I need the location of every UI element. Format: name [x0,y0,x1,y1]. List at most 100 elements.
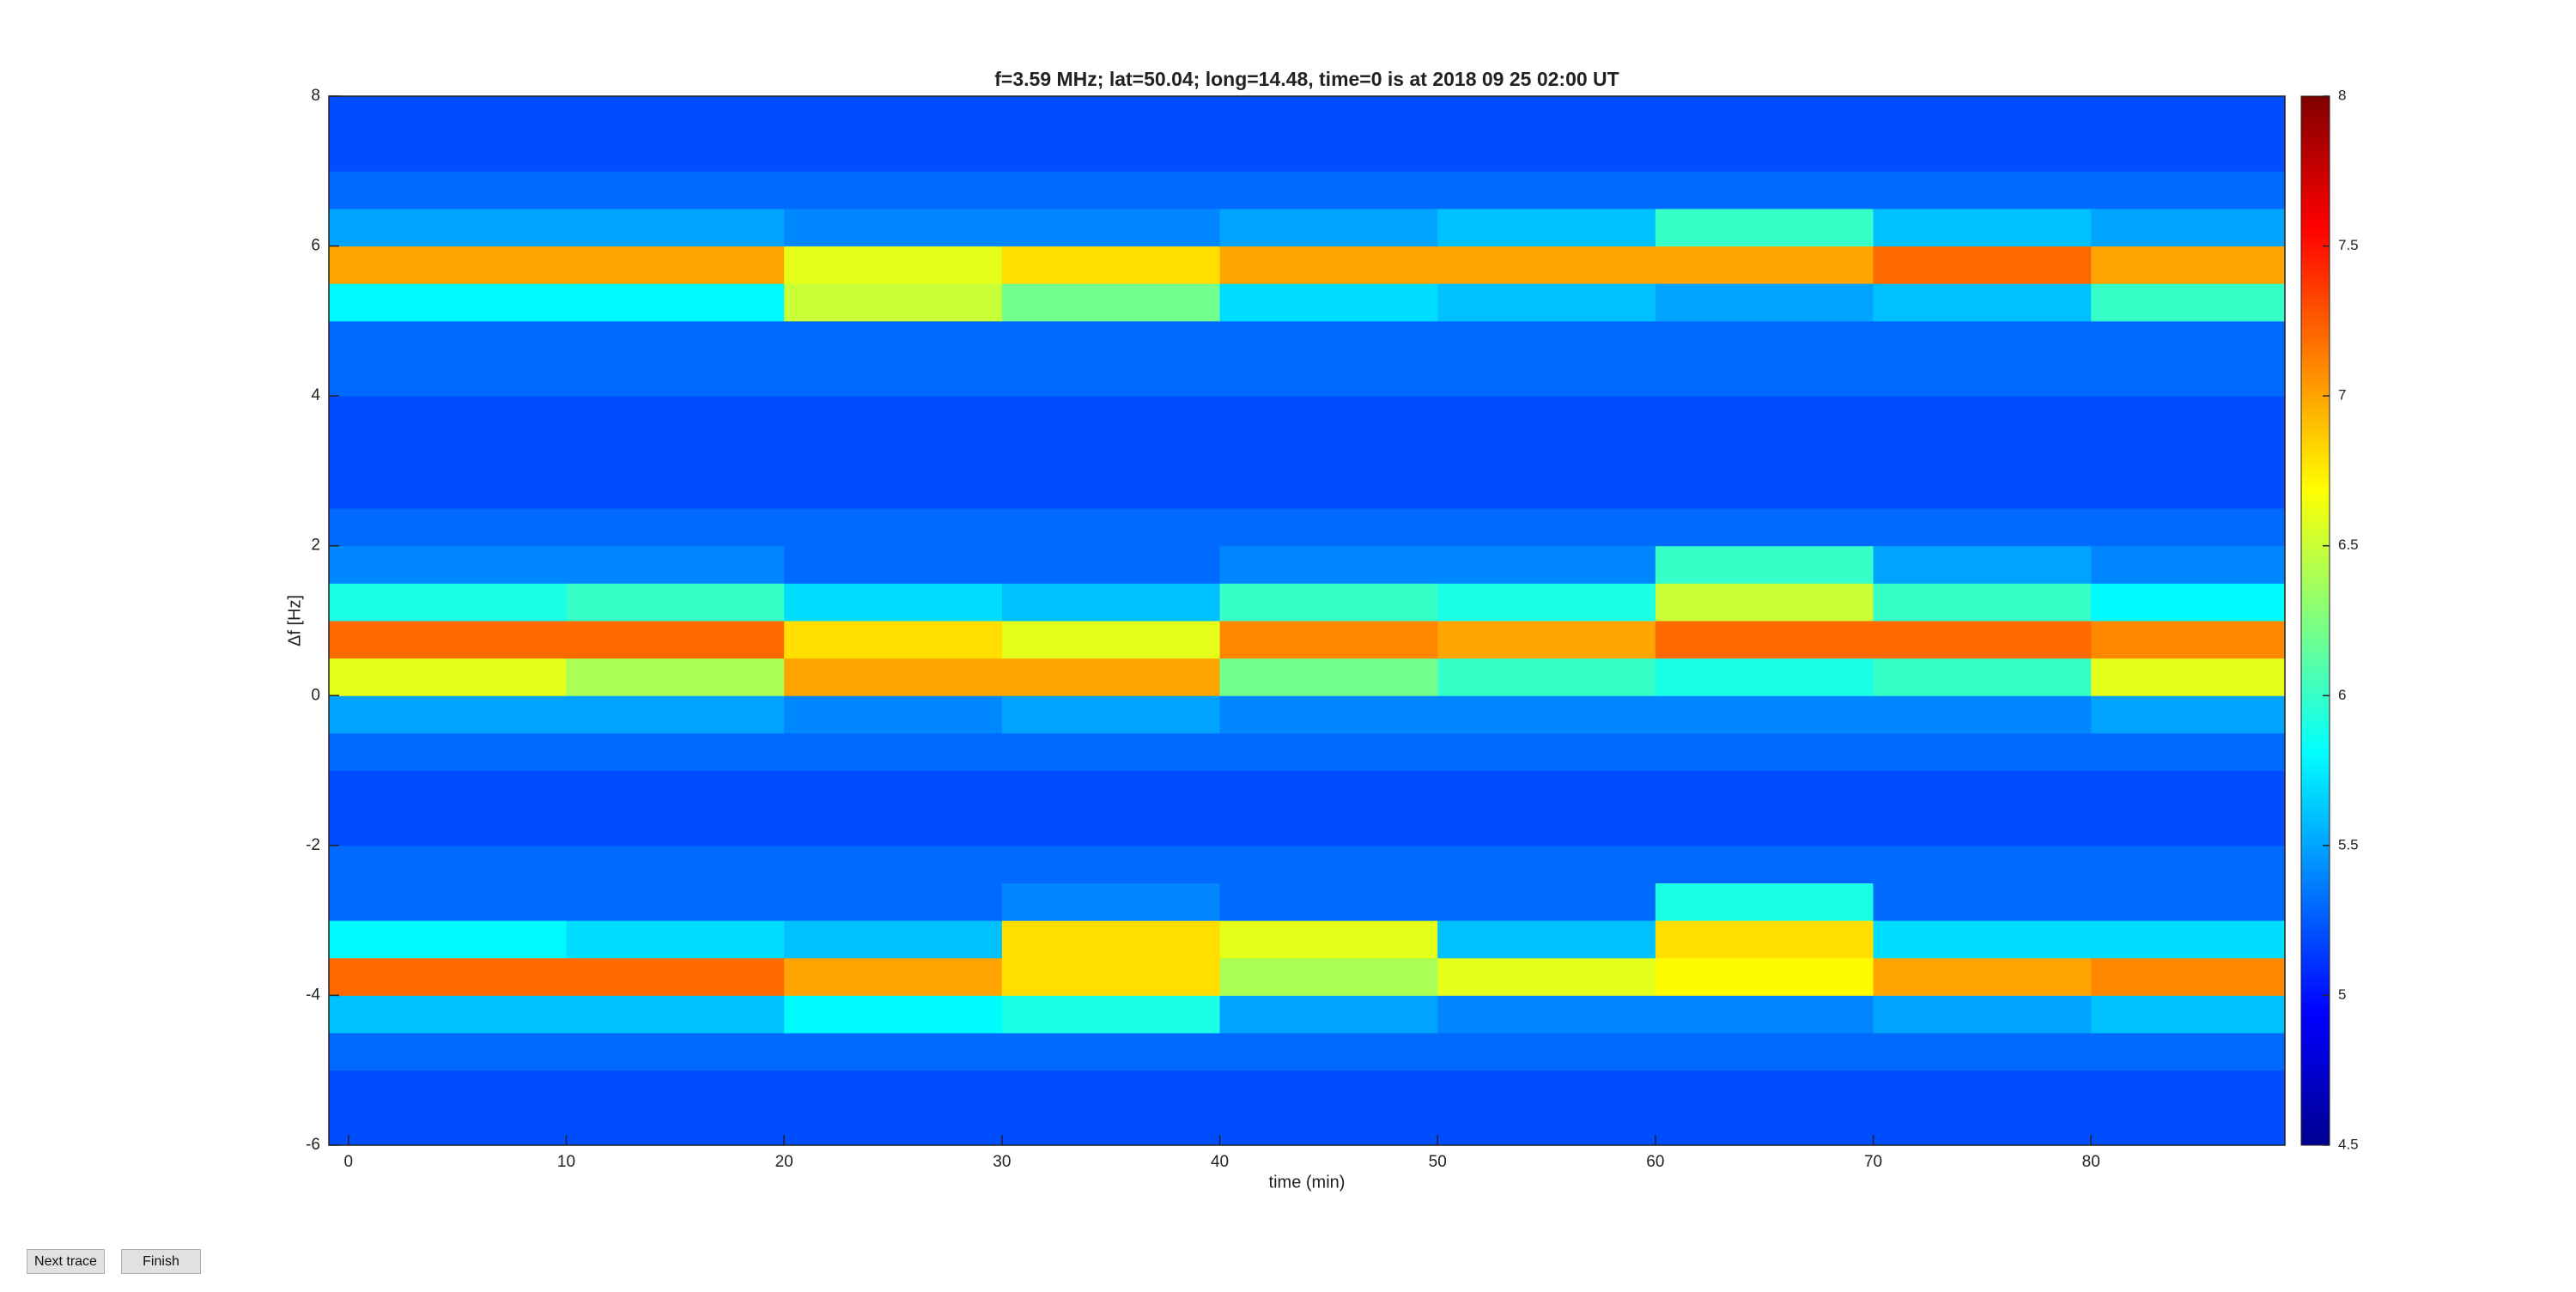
heatmap-cell [2091,1033,2286,1071]
heatmap-cell [566,1107,785,1146]
heatmap-cell [1001,396,1221,434]
heatmap-cell [1437,171,1656,209]
heatmap-cell [784,508,1003,547]
heatmap-cell [1001,96,1221,135]
heatmap-cell [784,732,1003,772]
heatmap-cell [784,320,1003,359]
heatmap-cell [1655,770,1874,809]
next-trace-button[interactable]: Next trace [27,1249,105,1274]
colorbar-tick-label: 7 [2338,387,2346,403]
heatmap-cell [1219,433,1438,471]
heatmap-cell [566,695,785,734]
heatmap-cell [329,320,568,359]
colorbar-tick-label: 4.5 [2338,1136,2359,1152]
heatmap-cell [1001,621,1221,659]
heatmap-cell [566,246,785,284]
heatmap-cell [329,1033,568,1071]
heatmap-cell [566,732,785,772]
heatmap [329,96,2286,1146]
heatmap-cell [1001,957,1221,996]
heatmap-cell [566,320,785,359]
heatmap-cell [1001,920,1221,959]
heatmap-cell [329,246,568,284]
heatmap-cell [1873,1070,2092,1108]
heatmap-cell [1001,1107,1221,1146]
heatmap-cell [1001,283,1221,322]
heatmap-cell [2091,1070,2286,1108]
heatmap-cell [1001,508,1221,547]
heatmap-cell [1655,1033,1874,1071]
heatmap-cell [784,808,1003,846]
heatmap-cell [784,883,1003,921]
heatmap-cell [329,957,568,996]
heatmap-cell [1873,171,2092,209]
heatmap-cell [1001,320,1221,359]
heatmap-cell [1437,358,1656,397]
heatmap-cell [2091,957,2286,996]
heatmap-cell [1219,845,1438,883]
heatmap-cell [1001,470,1221,509]
heatmap-cell [1873,695,2092,734]
heatmap-cell [1873,208,2092,247]
colorbar-tick-label: 8 [2338,87,2346,103]
axes-box [328,95,2286,1146]
heatmap-cell [1873,920,2092,959]
heatmap-cell [1001,545,1221,584]
heatmap-cell [1001,995,1221,1034]
heatmap-cell [1655,1070,1874,1108]
heatmap-cell [1873,883,2092,921]
heatmap-cell [329,845,568,883]
heatmap-cell [784,358,1003,397]
heatmap-cell [2091,995,2286,1034]
x-tick-label: 70 [1864,1153,1882,1171]
heatmap-cell [1437,545,1656,584]
heatmap-cell [1437,957,1656,996]
heatmap-cell [784,171,1003,209]
heatmap-cell [1437,883,1656,921]
heatmap-cell [1001,695,1221,734]
heatmap-cell [1437,96,1656,135]
heatmap-cell [2091,283,2286,322]
heatmap-cell [2091,770,2286,809]
heatmap-cell [2091,883,2286,921]
x-tick-label: 40 [1211,1153,1229,1171]
heatmap-cell [1655,695,1874,734]
heatmap-cell [1001,883,1221,921]
heatmap-cell [1873,433,2092,471]
heatmap-cell [2091,508,2286,547]
heatmap-cell [784,433,1003,471]
heatmap-cell [329,1107,568,1146]
heatmap-cell [1655,508,1874,547]
heatmap-cell [1873,396,2092,434]
colorbar-tick-label: 6 [2338,687,2346,703]
y-axis-label: Δf [Hz] [285,595,304,646]
heatmap-cell [566,396,785,434]
heatmap-cell [566,283,785,322]
heatmap-cell [1001,770,1221,809]
heatmap-cell [329,208,568,247]
heatmap-cell [1219,1033,1438,1071]
heatmap-cell [1655,957,1874,996]
heatmap-cell [2091,545,2286,584]
heatmap-cell [566,1033,785,1071]
heatmap-cell [784,658,1003,696]
heatmap-cell [784,470,1003,509]
heatmap-cell [1873,1107,2092,1146]
heatmap-cell [784,1033,1003,1071]
heatmap-cell [1655,845,1874,883]
heatmap-cell [1001,171,1221,209]
heatmap-cell [784,845,1003,883]
y-tick-label: 6 [311,237,320,255]
heatmap-cell [1437,732,1656,772]
finish-button[interactable]: Finish [121,1249,201,1274]
heatmap-cell [329,508,568,547]
heatmap-cell [566,957,785,996]
heatmap-cell [1655,732,1874,772]
heatmap-cell [566,171,785,209]
heatmap-cell [566,208,785,247]
heatmap-cell [784,957,1003,996]
heatmap-cell [784,920,1003,959]
heatmap-cell [1437,508,1656,547]
heatmap-cell [329,883,568,921]
heatmap-cell [566,133,785,172]
